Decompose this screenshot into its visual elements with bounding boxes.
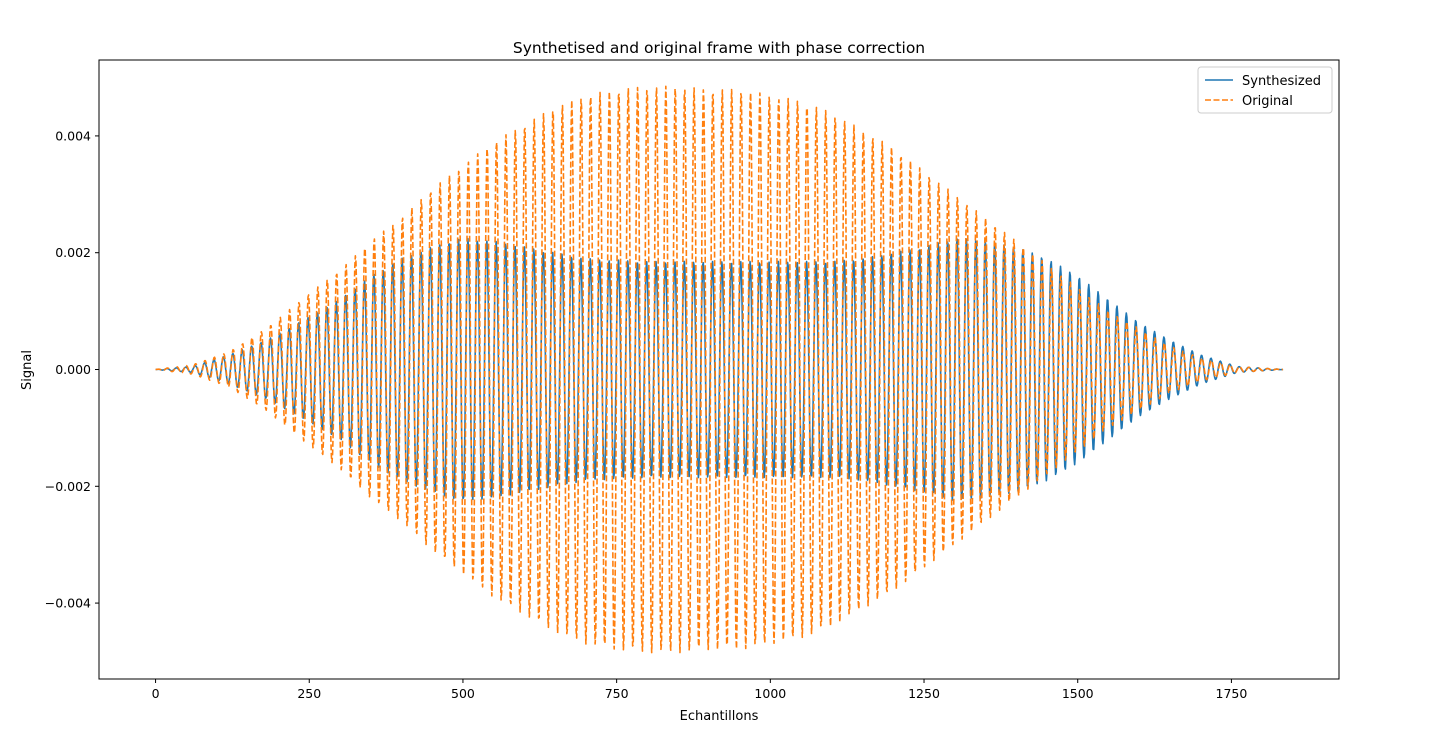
plot-series-group — [155, 85, 1284, 654]
y-axis: −0.004 −0.002 0.000 0.002 0.004 — [45, 128, 99, 611]
x-axis-label: Echantillons — [680, 709, 759, 724]
x-tick-label: 1500 — [1062, 686, 1094, 701]
x-tick-label: 750 — [605, 686, 629, 701]
x-tick-label: 1750 — [1216, 686, 1248, 701]
x-axis: 0 250 500 750 1000 1250 1500 1750 — [152, 679, 1248, 701]
x-tick-label: 0 — [152, 686, 160, 701]
legend-box — [1197, 66, 1333, 114]
legend-label-synthesized: Synthesized — [1242, 74, 1321, 89]
legend-label-original: Original — [1242, 94, 1293, 109]
y-tick-label: −0.004 — [45, 596, 91, 611]
y-tick-label: 0.004 — [55, 128, 91, 143]
legend: Synthesized Original — [1197, 66, 1333, 114]
x-tick-label: 500 — [451, 686, 475, 701]
x-tick-label: 1000 — [754, 686, 786, 701]
y-tick-label: 0.002 — [55, 245, 91, 260]
chart-title: Synthetised and original frame with phas… — [513, 39, 925, 57]
x-tick-label: 250 — [297, 686, 321, 701]
x-tick-label: 1250 — [908, 686, 940, 701]
y-axis-label: Signal — [20, 350, 35, 390]
y-tick-label: −0.002 — [45, 479, 91, 494]
y-tick-label: 0.000 — [55, 362, 91, 377]
series-line-original — [155, 85, 1284, 654]
